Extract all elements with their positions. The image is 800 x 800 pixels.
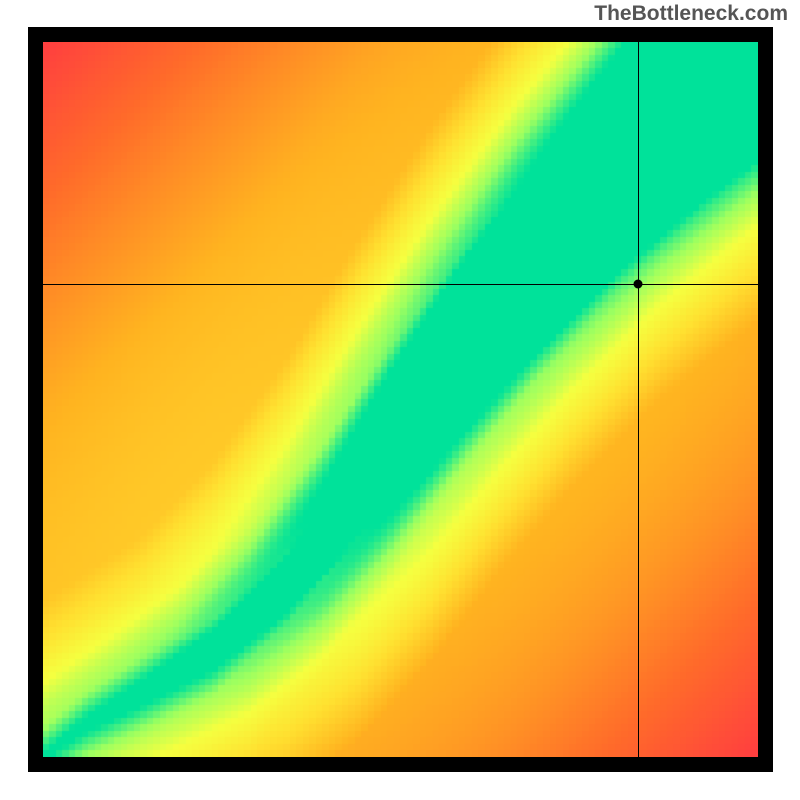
heatmap-canvas bbox=[43, 42, 758, 757]
crosshair-vertical bbox=[638, 42, 639, 757]
crosshair-horizontal bbox=[43, 284, 758, 285]
chart-container: TheBottleneck.com bbox=[0, 0, 800, 800]
watermark-text: TheBottleneck.com bbox=[594, 2, 788, 26]
crosshair-marker-dot bbox=[633, 279, 642, 288]
